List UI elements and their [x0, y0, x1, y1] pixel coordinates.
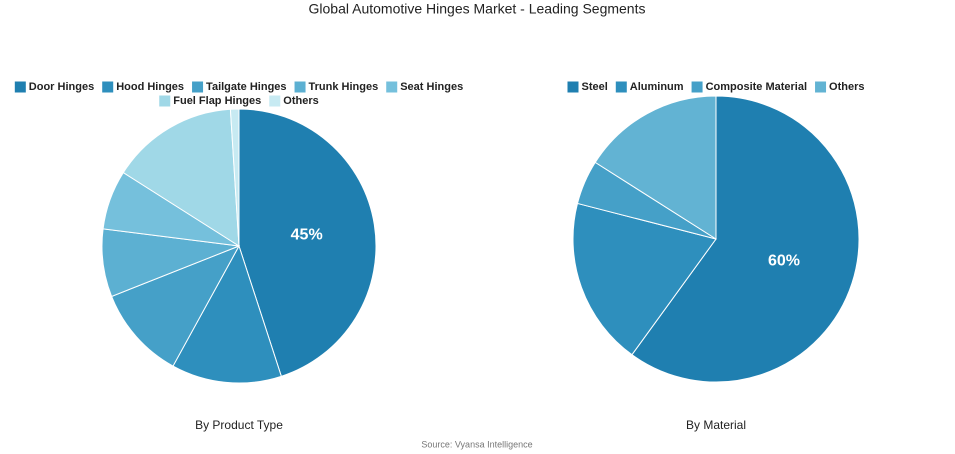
legend-label: Composite Material: [706, 81, 807, 93]
pie-slice: [238, 108, 377, 377]
chart-subtitle: By Material: [686, 418, 746, 432]
legend-label: Fuel Flap Hinges: [173, 95, 261, 107]
legend-swatch: [102, 81, 114, 93]
pie-slice: [172, 244, 282, 384]
legend-label: Others: [829, 81, 864, 93]
chart-subtitle: By Product Type: [195, 418, 283, 432]
legend-label: Others: [283, 95, 318, 107]
legend-swatch: [691, 81, 703, 93]
pie-slice: [229, 108, 240, 247]
chart-title: Global Automotive Hinges Market - Leadin…: [309, 1, 646, 17]
source: Source: Vyansa Intelligence: [421, 439, 532, 449]
legend-label: Aluminum: [630, 81, 684, 93]
legend-swatch: [192, 81, 204, 93]
pie-slice: [631, 95, 860, 383]
legend-swatch: [615, 81, 627, 93]
legend-swatch: [815, 81, 827, 93]
legend-label: Tailgate Hinges: [206, 81, 286, 93]
data-label: 45%: [291, 227, 323, 244]
pie-slice: [122, 108, 240, 247]
data-label: 60%: [768, 252, 800, 269]
legend-label: Hood Hinges: [116, 81, 184, 93]
legend-swatch: [567, 81, 579, 93]
pie-slice: [594, 95, 717, 240]
legend-label: Trunk Hinges: [309, 81, 379, 93]
legend-swatch: [159, 95, 171, 107]
legend-label: Steel: [581, 81, 607, 93]
legend-swatch: [14, 81, 26, 93]
legend-swatch: [386, 81, 398, 93]
legend-swatch: [294, 81, 306, 93]
legend-swatch: [269, 95, 281, 107]
pie-slice: [110, 245, 241, 367]
legend-label: Door Hinges: [29, 81, 94, 93]
pie-slice: [572, 202, 717, 356]
legend-label: Seat Hinges: [400, 81, 463, 93]
